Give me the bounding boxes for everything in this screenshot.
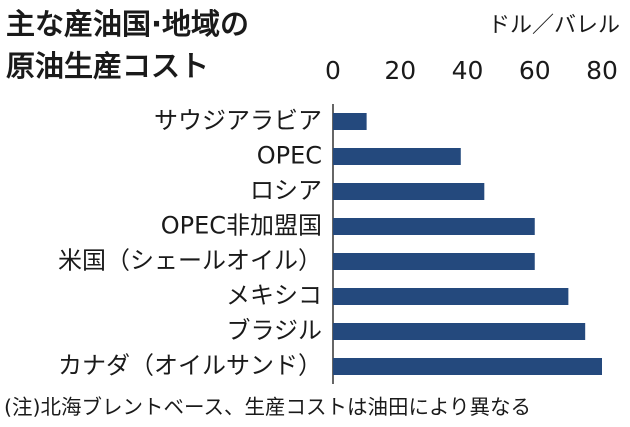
bar [333, 183, 485, 200]
bar [333, 288, 569, 305]
y-tick-label: サウジアラビア [154, 107, 322, 135]
note: (注)北海ブレントベース、生産コストは油田により異なる [4, 395, 531, 419]
bar [333, 323, 586, 340]
y-tick-label: ロシア [250, 177, 322, 205]
x-tick-label: 20 [384, 56, 416, 85]
y-tick-label: ブラジル [226, 317, 322, 345]
y-tick-label: カナダ（オイルサンド） [58, 352, 322, 380]
x-tick-label: 40 [452, 56, 484, 85]
chart-title: 原油生産コスト [6, 49, 209, 83]
x-tick-label: 80 [586, 56, 618, 85]
chart-title: 主な産油国·地域の [6, 7, 249, 41]
x-tick-label: 0 [325, 56, 341, 85]
unit-label: ドル／バレル [488, 13, 620, 38]
y-tick-label: OPEC非加盟国 [161, 212, 322, 240]
y-tick-label: メキシコ [226, 282, 322, 310]
y-tick-label: 米国（シェールオイル） [58, 247, 322, 275]
bar [333, 358, 602, 375]
bar [333, 113, 367, 130]
x-tick-label: 60 [519, 56, 551, 85]
bar [333, 148, 461, 165]
bar [333, 218, 535, 235]
bar [333, 253, 535, 270]
y-tick-label: OPEC [257, 142, 322, 170]
